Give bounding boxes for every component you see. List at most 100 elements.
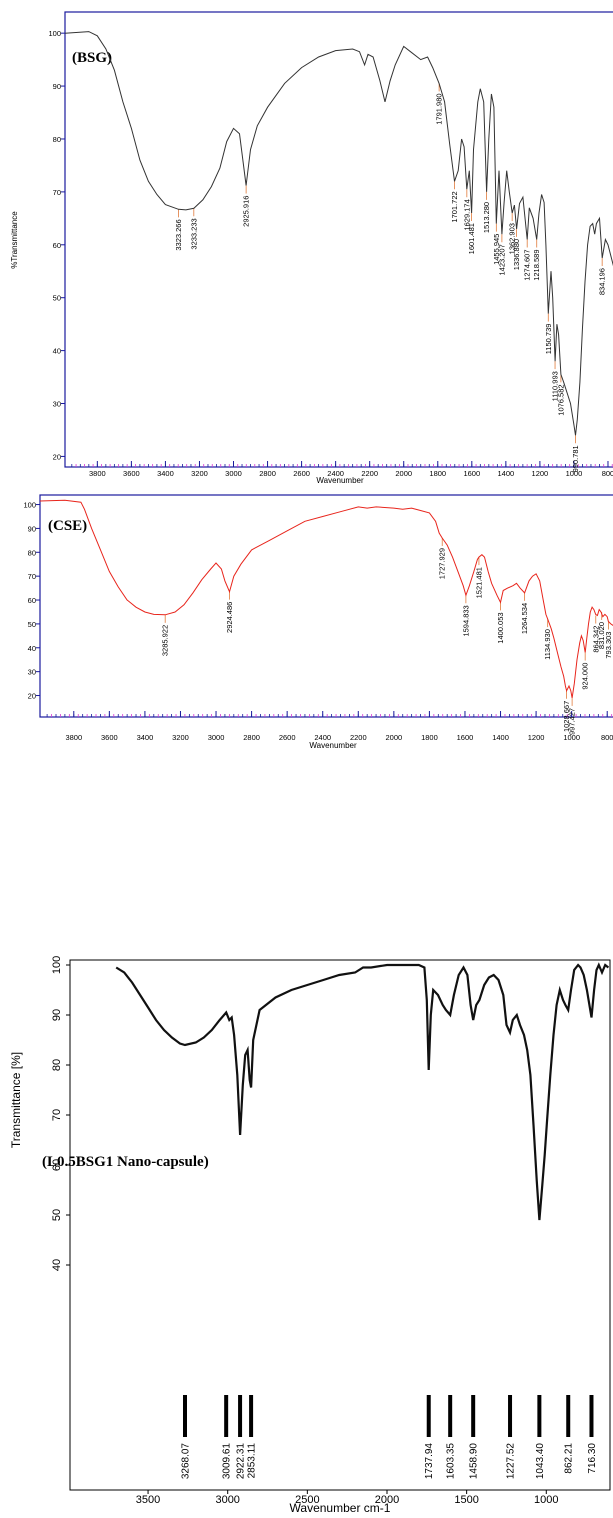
bsg-x-tick-label: 2800 [259,469,276,478]
cse-x-tick-label: 2400 [314,733,331,742]
bsg-peak-label: 1274.607 [523,250,532,281]
cse-peak-label: 831.020 [597,622,606,649]
bsg-plot-frame [64,11,613,468]
bsg-chart-title: (BSG) [72,50,112,66]
cse-peak-label: 1400.053 [496,612,505,643]
cse-x-axis-label: Wavenumber [309,741,357,750]
cse-x-tick-label: 1800 [421,733,438,742]
cse-peak-label: 1727.929 [438,548,447,579]
nanocapsule-peak-markers: 3268.07 3009.61 2922.31 2853.11 1737.94 1603.… [180,1395,598,1480]
cse-peak-label: 2924.486 [225,602,234,633]
bsg-y-tick-label: 20 [53,452,61,461]
bsg-spectrum-chart: (BSG) %Transmittance Wavenumber 20 30 40 50… [10,11,613,485]
bsg-series-line [64,31,613,436]
nanocapsule-x-tick-labels: 3500 3000 2500 2000 1500 1000 [136,1490,559,1506]
bsg-x-tick-label: 3800 [89,469,106,478]
cse-y-tick-label: 50 [28,620,36,629]
nanocapsule-peak-bar [566,1395,571,1437]
bsg-x-tick-labels: 3800 3600 3400 3200 3000 2800 2600 2400 2200 2000… [71,461,613,478]
cse-x-tick-label: 3400 [137,733,154,742]
bsg-y-tick-label: 70 [53,188,61,197]
bsg-y-tick-label: 90 [53,82,61,91]
cse-peak-label: 1521.481 [474,567,483,598]
bsg-x-tick-label: 3000 [225,469,242,478]
nanocapsule-peak-bar [471,1395,476,1437]
cse-peak-labels: 3285.922 2924.486 1727.929 1594.833 1521.481… [161,537,613,735]
bsg-x-tick-label: 3200 [191,469,208,478]
cse-x-tick-label: 2800 [243,733,260,742]
cse-x-tick-label: 1000 [563,733,580,742]
bsg-y-tick-label: 100 [48,29,61,38]
bsg-peak-label: 990.781 [571,445,580,472]
nanocapsule-peak-label: 716.30 [587,1443,598,1474]
nanocapsule-x-tick-label: 1000 [534,1494,558,1506]
cse-peak-label: 1134.930 [543,629,552,660]
bsg-x-tick-label: 1000 [566,469,583,478]
nanocapsule-y-tick-label: 40 [51,1259,63,1271]
bsg-peak-label: 1150.739 [544,324,553,355]
bsg-y-tick-label: 40 [53,347,61,356]
nanocapsule-peak-label: 1043.40 [535,1443,546,1480]
nanocapsule-series-line [115,962,610,1221]
bsg-peak-label: 1455.945 [492,234,501,265]
cse-x-tick-label: 1400 [492,733,509,742]
nanocapsule-peak-bar [537,1395,542,1437]
nanocapsule-x-axis-label: Wavenumber cm-1 [290,1501,391,1515]
cse-x-tick-label: 3600 [101,733,118,742]
bsg-peak-label: 1513.280 [482,202,491,233]
bsg-y-tick-label: 30 [53,400,61,409]
nanocapsule-y-tick-label: 90 [51,1009,63,1021]
cse-x-tick-labels: 3800 3600 3400 3200 3000 2800 2600 2400 2200 2000… [46,711,613,742]
cse-chart-title: (CSE) [48,518,87,534]
cse-x-tick-label: 1200 [528,733,545,742]
nanocapsule-peak-bar [182,1395,187,1437]
bsg-y-tick-label: 60 [53,241,61,250]
cse-peak-label: 1028.667 [562,701,571,732]
bsg-peak-label: 834.196 [598,268,607,295]
bsg-x-tick-label: 1800 [429,469,446,478]
nanocapsule-x-tick-label: 3000 [215,1494,239,1506]
bsg-peak-label: 2925.916 [242,196,251,227]
cse-peak-label: 3285.922 [161,625,170,656]
cse-y-tick-label: 60 [28,596,36,605]
nanocapsule-peak-bar [238,1395,243,1437]
nanocapsule-peak-label: 2922.31 [236,1443,247,1480]
nanocapsule-peak-label: 1603.35 [446,1443,457,1480]
nanocapsule-peak-label: 1458.90 [469,1443,480,1480]
cse-x-tick-label: 3000 [208,733,225,742]
cse-y-tick-label: 80 [28,548,36,557]
bsg-peak-label: 1601.481 [467,223,476,254]
nanocapsule-spectrum-chart: (L0.5BSG1 Nano-capsule) Transmittance [%… [9,956,611,1515]
bsg-y-tick-label: 50 [53,294,61,303]
bsg-x-tick-label: 2000 [395,469,412,478]
cse-y-tick-label: 20 [28,692,36,701]
nanocapsule-y-tick-label: 70 [51,1109,63,1121]
nanocapsule-peak-bar [249,1395,254,1437]
bsg-x-tick-label: 3400 [157,469,174,478]
bsg-peak-label: 1423.207 [497,244,506,275]
nanocapsule-peak-label: 2853.11 [247,1443,258,1479]
nanocapsule-peak-label: 1227.52 [506,1443,517,1480]
cse-series-line [39,499,613,698]
nanocapsule-plot-frame [69,959,611,1491]
cse-x-tick-label: 800 [601,733,613,742]
cse-y-tick-labels: 20 30 40 50 60 70 80 90 100 [23,501,40,701]
bsg-x-tick-label: 1600 [463,469,480,478]
cse-x-tick-label: 3200 [172,733,189,742]
bsg-peak-label: 1218.589 [532,250,541,281]
cse-y-tick-label: 30 [28,668,36,677]
bsg-peak-label: 1791.980 [435,93,444,124]
bsg-y-tick-label: 80 [53,135,61,144]
bsg-peak-label: 1336.880 [512,239,521,270]
bsg-peak-label: 1362.903 [508,223,517,254]
bsg-x-tick-label: 1200 [532,469,549,478]
nanocapsule-peak-bar [426,1395,431,1437]
cse-peak-label: 997.427 [568,708,577,735]
cse-peak-label: 864.342 [591,626,600,653]
nanocapsule-peak-bar [224,1395,229,1437]
nanocapsule-x-tick-label: 3500 [136,1494,160,1506]
cse-peak-label: 924.000 [581,663,590,690]
bsg-x-tick-label: 3600 [123,469,140,478]
cse-y-tick-label: 40 [28,644,36,653]
